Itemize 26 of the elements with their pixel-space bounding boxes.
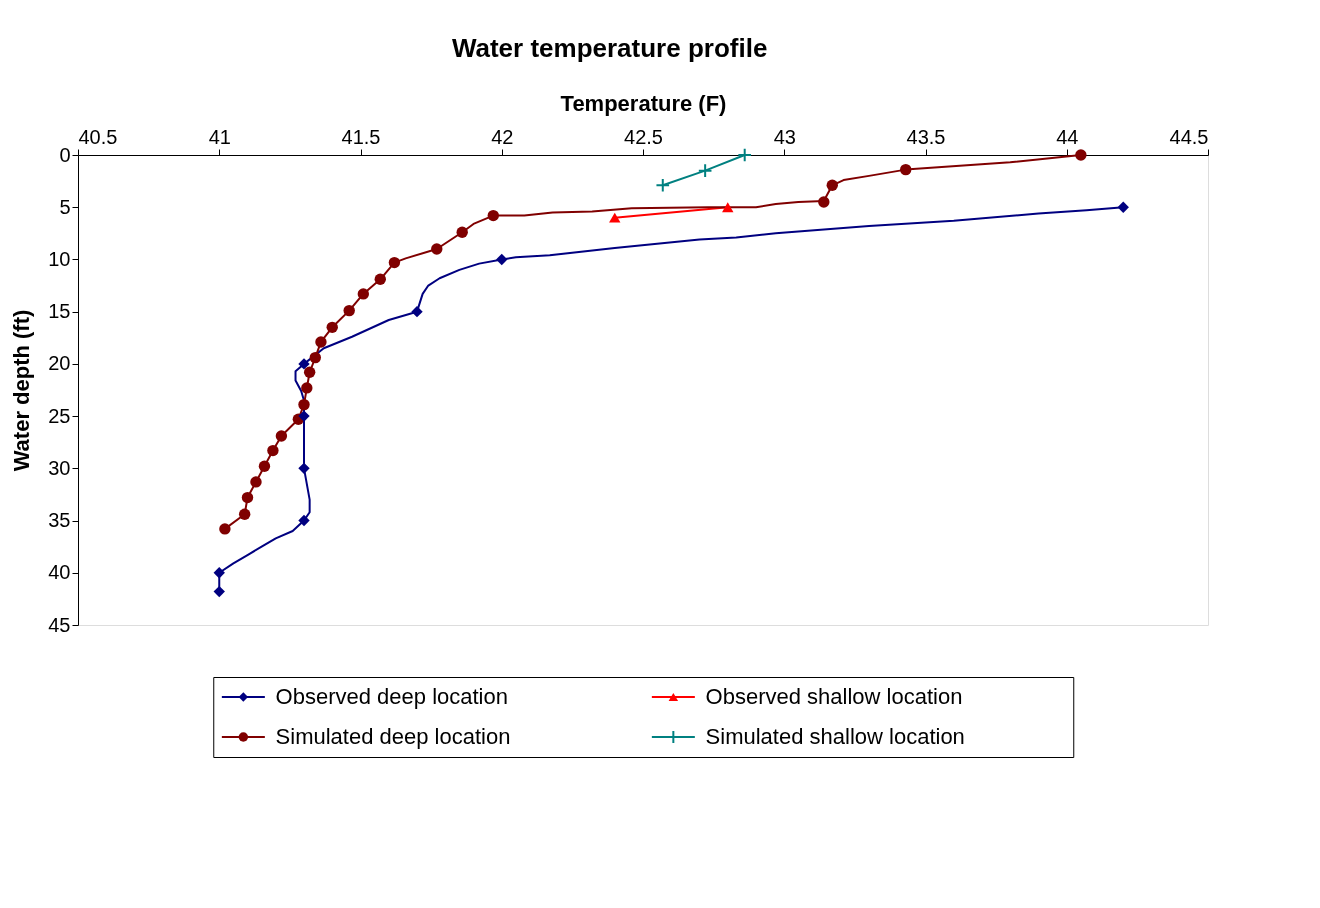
y-axis-title: Water depth (ft) bbox=[9, 309, 35, 472]
x-tick-label: 42.5 bbox=[624, 125, 663, 148]
x-tick-label: 40.5 bbox=[78, 125, 118, 148]
y-tick-label: 30 bbox=[48, 456, 71, 479]
x-axis-title: Temperature (F) bbox=[560, 90, 727, 116]
x-tick-label: 44 bbox=[1056, 125, 1079, 148]
x-tick-label: 42 bbox=[491, 125, 514, 148]
y-tick-label: 5 bbox=[59, 195, 71, 218]
x-tick-label: 43 bbox=[773, 125, 796, 148]
y-tick-label: 15 bbox=[48, 300, 71, 323]
x-tick-label: 43.5 bbox=[906, 125, 946, 148]
y-tick-label: 35 bbox=[48, 509, 71, 532]
y-tick-label: 0 bbox=[59, 143, 71, 166]
x-tick-label: 41 bbox=[208, 125, 231, 148]
legend-label: Simulated deep location bbox=[275, 724, 511, 749]
legend-label: Observed shallow location bbox=[705, 684, 963, 709]
x-tick-label: 44.5 bbox=[1169, 125, 1209, 148]
legend-label: Observed deep location bbox=[275, 684, 508, 709]
y-tick-label: 45 bbox=[48, 613, 71, 636]
y-tick-label: 20 bbox=[48, 352, 71, 375]
y-tick-label: 40 bbox=[48, 561, 71, 584]
chart-title: Water temperature profile bbox=[451, 32, 768, 63]
y-tick-label: 10 bbox=[48, 247, 71, 270]
x-tick-label: 41.5 bbox=[341, 125, 381, 148]
y-tick-label: 25 bbox=[48, 404, 71, 427]
legend-label: Simulated shallow location bbox=[705, 724, 965, 749]
